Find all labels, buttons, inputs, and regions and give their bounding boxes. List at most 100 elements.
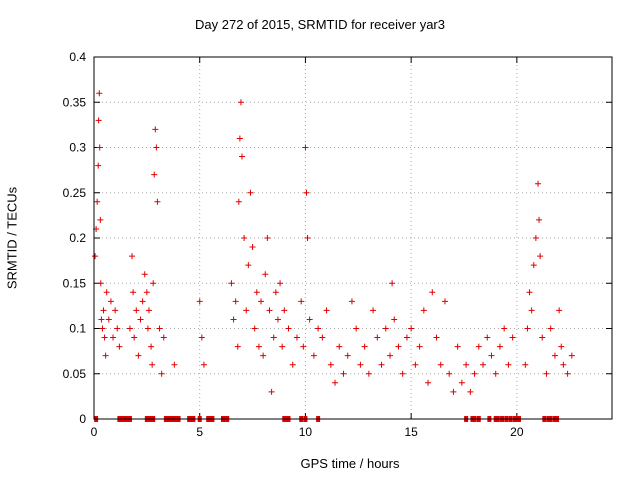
data-point [568,352,575,359]
data-point [344,352,351,359]
data-point [300,343,307,350]
data-point [480,361,487,368]
data-point [110,334,117,341]
data-point [112,307,119,314]
data-point [160,334,167,341]
data-point [450,388,457,395]
data-point [151,171,158,178]
data-point [270,334,277,341]
data-point [389,280,396,287]
data-point [304,235,311,241]
data-point [107,298,114,305]
data-point [285,325,292,332]
y-axis-label: SRMTID / TECUs [4,186,20,290]
data-point [361,343,368,350]
data-point [526,289,533,296]
data-point [251,325,258,332]
data-point [103,289,110,296]
data-points [92,90,575,395]
data-point [171,361,178,368]
data-point [94,198,101,205]
data-point [492,370,499,377]
data-point [395,343,402,350]
y-tick-label: 0.15 [63,276,87,290]
data-point [412,361,419,368]
y-tick-label: 0.35 [63,95,87,109]
data-point [471,370,478,377]
data-point [387,352,393,359]
data-point [543,370,550,377]
data-point [374,334,381,341]
y-tick-label: 0.05 [63,367,87,381]
data-point [528,307,535,314]
data-point [522,361,529,368]
data-point [264,235,271,241]
data-point [249,244,256,251]
axis-ticks: 0 0.05 0.1 0.15 0.2 0.25 0.3 0.35 0.4 0 5 10 15 20 [63,50,612,439]
data-point [135,352,142,359]
data-point [336,343,343,350]
data-point [327,361,334,368]
data-point [524,325,531,332]
data-point [433,334,440,341]
data-point [488,352,495,359]
x-tick-label: 0 [91,425,98,439]
data-point [133,307,140,314]
data-point [149,361,156,368]
data-point [145,307,152,314]
data-point [315,325,322,332]
data-point [129,253,136,260]
data-point [293,334,300,341]
x-tick-label: 15 [404,425,418,439]
data-point [158,370,165,377]
data-point [96,144,103,151]
data-point [255,343,262,350]
data-point [556,307,563,314]
data-point [253,289,260,296]
data-point [141,271,148,278]
data-point [536,216,543,223]
data-point [95,117,102,124]
data-point [152,126,159,133]
data-point [547,325,554,332]
data-point [302,144,309,151]
data-point [239,153,245,160]
data-point [262,271,269,278]
data-point [272,289,279,296]
data-point [496,343,503,350]
data-point [382,325,389,332]
x-tick-label: 5 [196,425,203,439]
y-tick-label: 0.4 [69,50,86,64]
data-point [131,334,138,341]
y-tick-label: 0 [79,412,86,426]
data-point [303,189,310,196]
data-point [95,162,102,169]
y-tick-label: 0.25 [63,186,87,200]
y-tick-label: 0.1 [69,322,86,336]
data-point [408,325,415,332]
data-point [100,307,107,314]
data-point [560,361,567,368]
data-point [102,352,109,359]
data-point [458,379,465,386]
y-tick-label: 0.3 [69,141,86,155]
data-point [429,289,436,296]
data-point [319,334,326,341]
data-point [530,262,537,269]
data-point [266,307,273,314]
data-point [98,316,105,323]
data-point [274,316,281,323]
data-point [228,280,235,287]
data-point [348,298,355,305]
data-point [196,298,203,305]
data-point [150,280,157,287]
data-point [232,298,239,305]
data-point [532,235,539,241]
data-point [463,361,470,368]
data-point [101,334,108,341]
data-point [441,298,448,305]
data-point [279,343,286,350]
data-point [298,298,305,305]
data-point [105,316,112,323]
data-point [437,361,444,368]
